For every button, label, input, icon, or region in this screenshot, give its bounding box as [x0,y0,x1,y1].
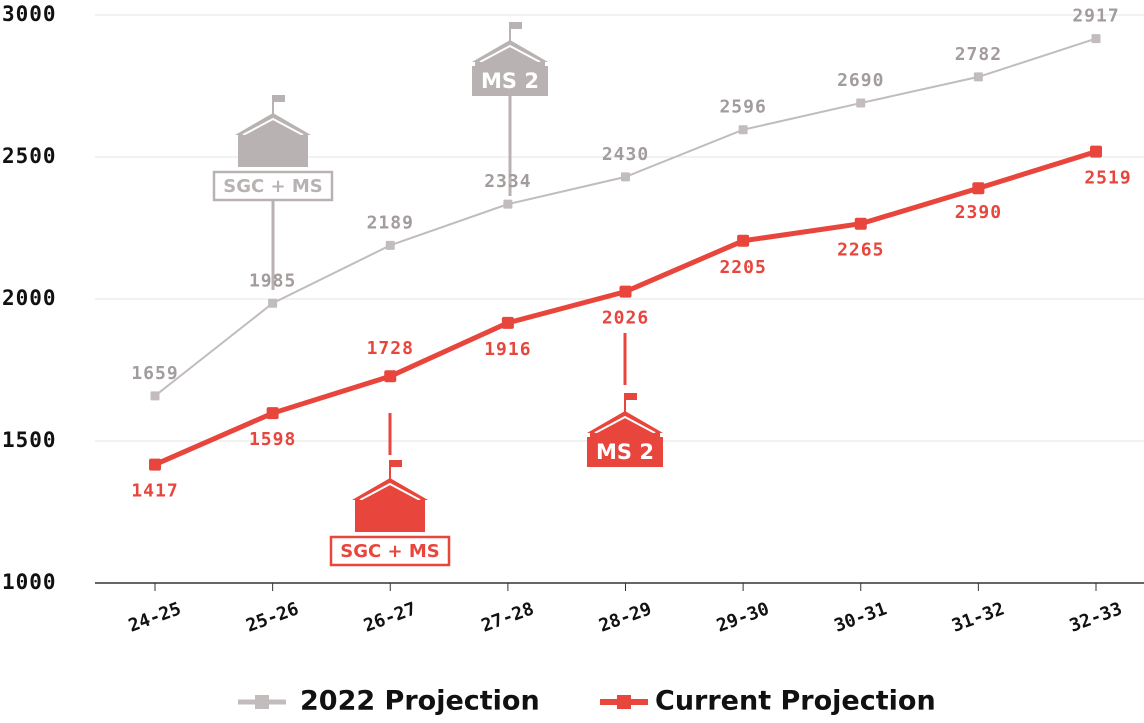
data-label: 1728 [367,338,414,359]
data-label: 2690 [837,70,884,91]
data-label: 1417 [131,481,178,502]
data-point [266,407,279,420]
data-label: 1985 [249,270,296,291]
data-label: 1916 [484,339,531,360]
school-body [355,500,425,532]
label-box [212,170,334,202]
data-point [621,172,630,182]
x-tick-label: 28-29 [596,598,654,636]
roof-line [242,117,304,136]
label-band [587,437,663,467]
y-tick-label: 1500 [2,428,57,452]
y-tick-label: 2000 [2,286,57,310]
flag [273,95,285,102]
data-point [972,182,985,195]
data-label: 2430 [602,144,649,165]
annotation-label: SGC + MS [223,176,322,197]
school-roof [472,40,548,62]
roof-line [594,415,656,434]
x-tick-label: 32-33 [1067,598,1125,636]
data-point [501,316,514,329]
y-tick-label: 1000 [2,570,57,594]
annotation: SGC + MS [329,413,451,567]
data-point [1090,145,1102,158]
data-label: 2519 [1084,168,1131,189]
annotation-label: MS 2 [481,69,539,93]
roof-line [479,44,541,63]
label-box [329,535,451,567]
data-label: 2917 [1072,6,1119,27]
flag [390,460,402,467]
data-label: 2265 [837,240,884,261]
y-tick-label: 3000 [2,2,57,26]
data-label: 2596 [719,97,766,118]
annotation-label: MS 2 [596,440,654,464]
data-label: 1659 [131,363,178,384]
data-point [150,391,160,401]
data-label: 2334 [484,171,531,192]
annotation: SGC + MS [212,95,334,290]
annotation-label: SGC + MS [340,541,439,562]
data-point [619,285,632,298]
legend-marker [255,695,269,709]
data-point [737,234,750,247]
flag [510,22,522,29]
school-roof [587,411,663,433]
label-band [472,66,548,96]
x-tick-label: 27-28 [479,598,537,636]
data-point [503,199,513,209]
data-point [973,72,983,82]
school-roof [352,478,428,500]
y-tick-label: 2500 [2,144,57,168]
data-label: 2205 [719,257,766,278]
annotation: MS 2 [472,22,548,196]
x-tick-label: 24-25 [126,598,184,636]
x-tick-label: 31-32 [949,598,1007,636]
school-roof [235,113,311,135]
data-label: 2782 [955,44,1002,65]
legend-label: Current Projection [655,686,936,717]
x-tick-label: 30-31 [832,598,890,636]
flag [625,393,637,400]
data-label: 1598 [249,429,296,450]
legend-marker [617,695,631,709]
annotation: MS 2 [587,333,663,467]
roof-line [359,482,421,501]
x-tick-label: 26-27 [361,598,419,636]
data-point [738,125,748,135]
legend-label: 2022 Projection [300,686,540,717]
school-body [238,135,308,167]
data-point [1091,34,1101,44]
x-tick-label: 29-30 [714,598,772,636]
x-tick-label: 25-26 [243,598,301,636]
data-point [856,98,866,108]
data-label: 2390 [955,202,1002,223]
data-label: 2026 [602,308,649,329]
data-point [385,240,395,250]
data-point [268,298,278,308]
data-label: 2189 [367,212,414,233]
data-point [149,458,161,471]
data-point [854,217,867,230]
data-point [384,370,397,383]
